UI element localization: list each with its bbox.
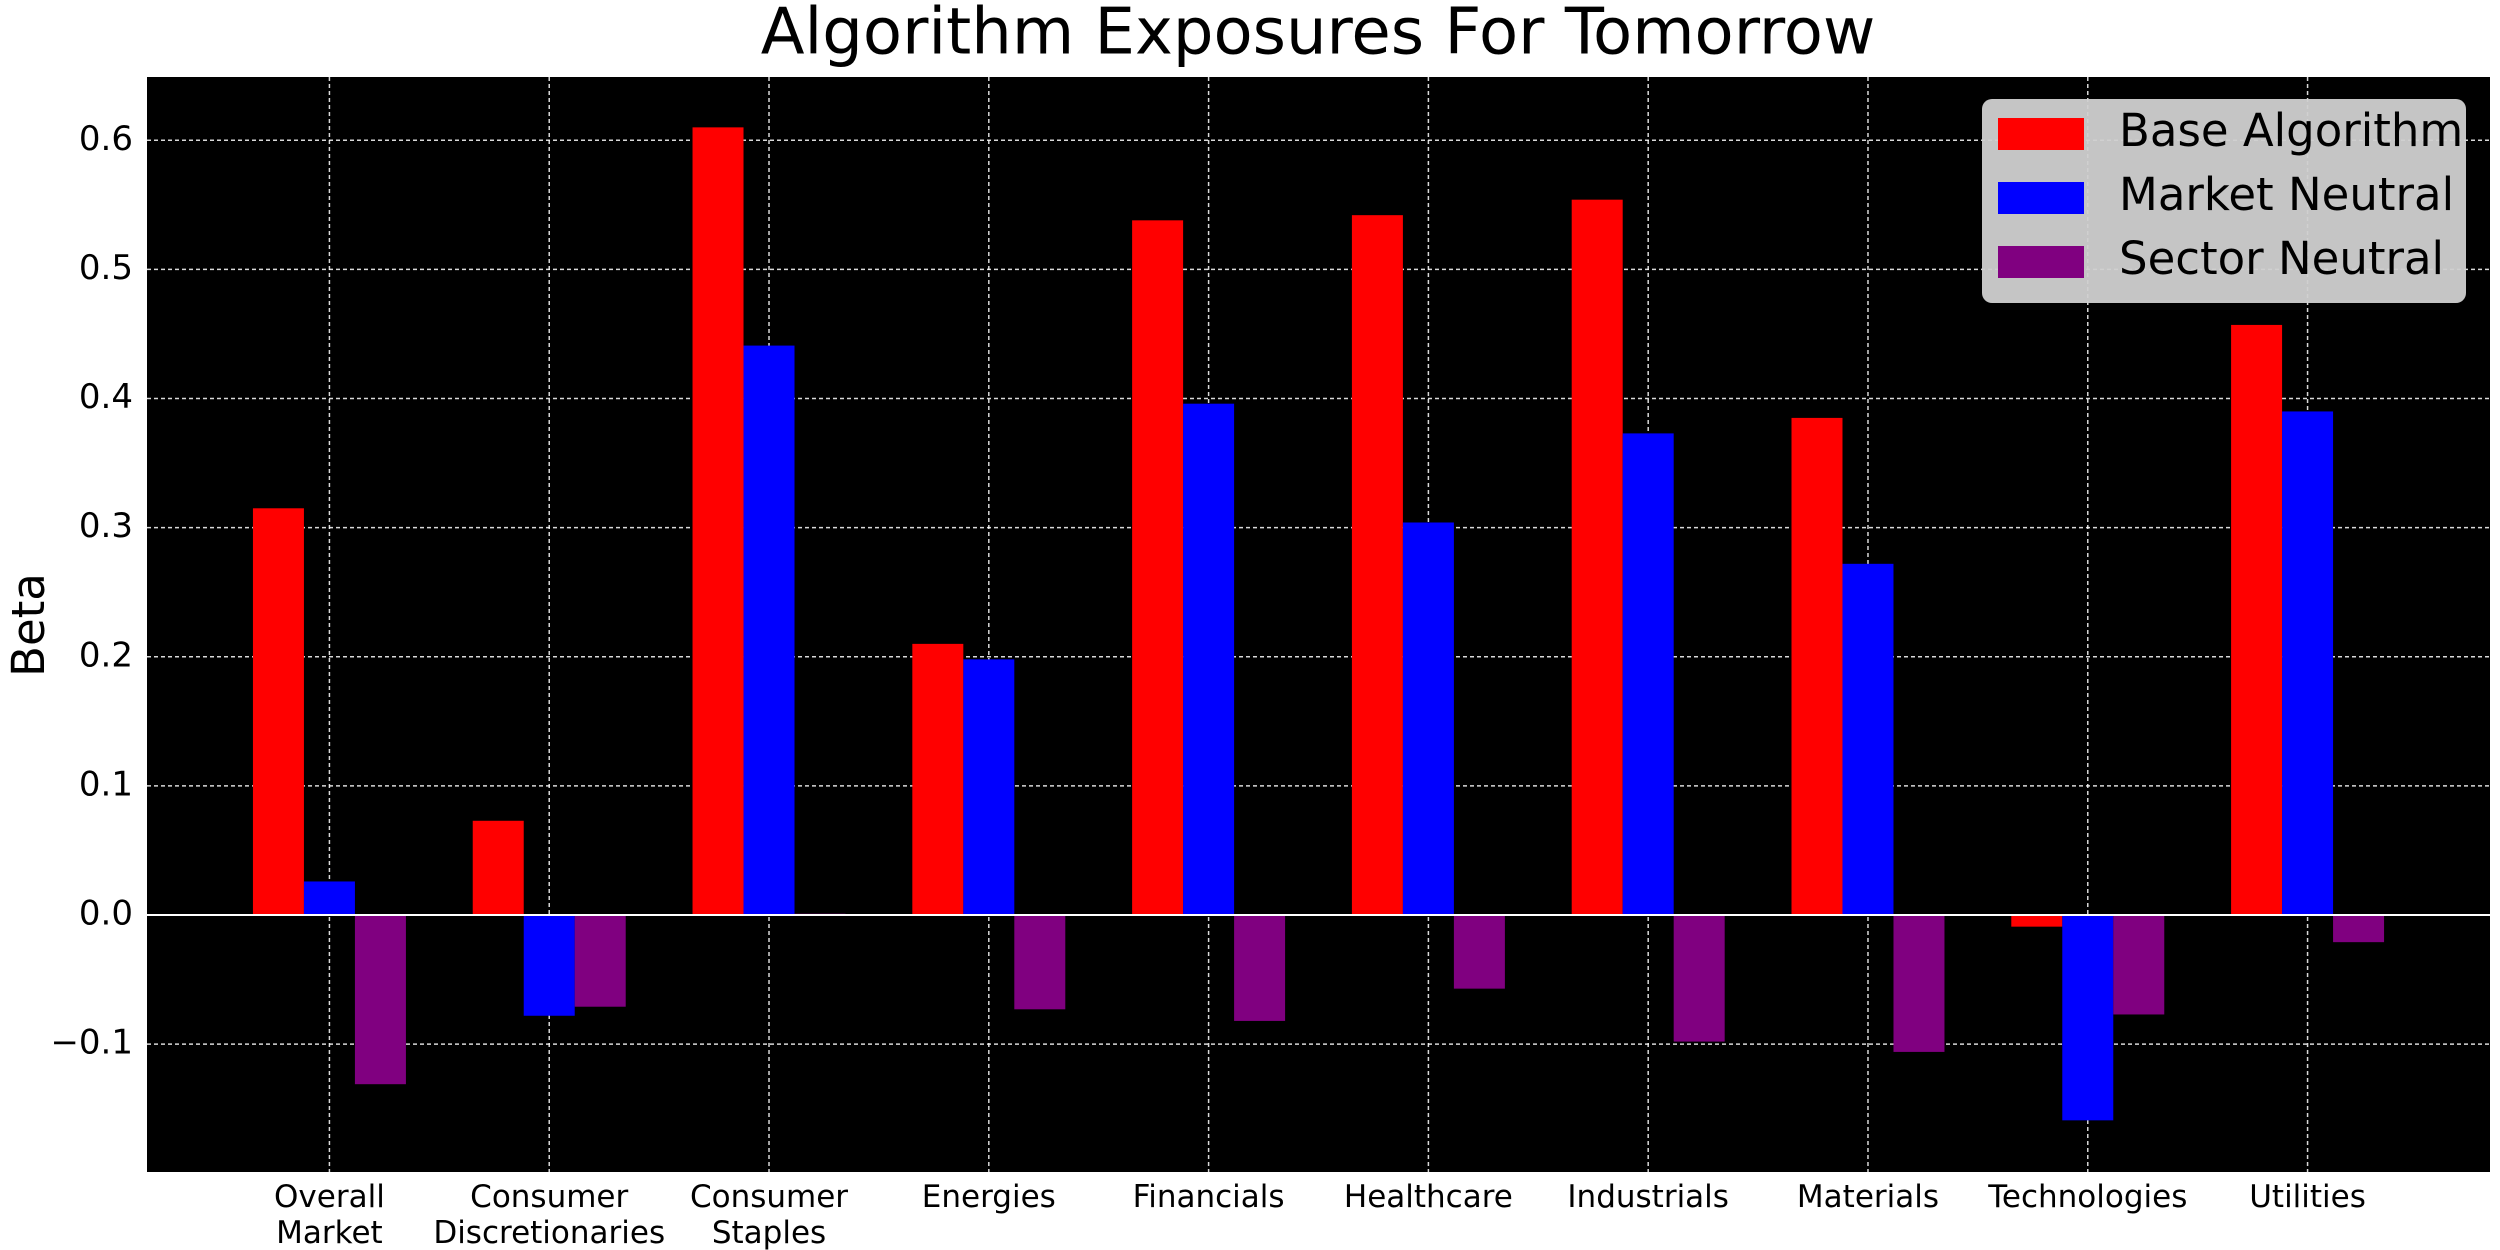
x-tick-label: Consumer Discretionaries xyxy=(433,1179,665,1250)
x-tick-label: Energies xyxy=(922,1179,1056,1215)
bar xyxy=(1893,915,1945,1052)
x-tick-label-line: Industrials xyxy=(1567,1179,1729,1215)
bar xyxy=(303,881,355,916)
x-tick-label-line: Discretionaries xyxy=(433,1215,665,1250)
x-tick-label-line: Market xyxy=(276,1215,383,1250)
y-tick-label: 0.3 xyxy=(79,506,133,546)
legend-swatch xyxy=(1998,118,2084,150)
y-tick-label: 0.5 xyxy=(79,248,133,288)
x-tick-label: Financials xyxy=(1133,1179,1285,1215)
bar xyxy=(354,915,406,1085)
x-tick-label: Healthcare xyxy=(1344,1179,1513,1215)
bar xyxy=(472,820,524,916)
bar xyxy=(2062,915,2114,1121)
x-tick-label-line: Healthcare xyxy=(1344,1179,1513,1215)
bar xyxy=(743,345,795,916)
x-tick-label-line: Energies xyxy=(922,1179,1056,1215)
bar xyxy=(523,915,575,1016)
x-tick-label-line: Consumer xyxy=(470,1179,628,1215)
y-tick-label: 0.1 xyxy=(79,764,133,804)
bar xyxy=(692,127,744,916)
bar xyxy=(1234,915,1286,1021)
x-tick-label-line: Consumer xyxy=(690,1179,848,1215)
y-tick-label: 0.6 xyxy=(79,119,133,159)
bar xyxy=(1402,522,1454,916)
bar xyxy=(1622,433,1674,916)
bar xyxy=(2113,915,2165,1015)
bar xyxy=(1351,215,1403,916)
x-tick-label: Materials xyxy=(1797,1179,1939,1215)
bar xyxy=(252,508,304,916)
y-tick-label: −0.1 xyxy=(50,1023,133,1063)
bar xyxy=(1571,199,1623,916)
y-tick-label: 0.0 xyxy=(79,894,133,934)
x-tick-label: Technologies xyxy=(1987,1179,2187,1215)
x-tick-label-line: Overall xyxy=(274,1179,385,1215)
bar xyxy=(1453,915,1505,989)
legend-label: Base Algorithm xyxy=(2119,104,2463,157)
bar xyxy=(1014,915,1066,1010)
bar xyxy=(963,659,1015,916)
x-tick-label: Overall Market xyxy=(274,1179,385,1250)
x-tick-label: Utilities xyxy=(2249,1179,2366,1215)
x-tick-label-line: Utilities xyxy=(2249,1179,2366,1215)
bar xyxy=(912,643,964,916)
bar xyxy=(2282,411,2334,916)
y-tick-label: 0.2 xyxy=(79,635,133,675)
bar xyxy=(1791,417,1843,916)
y-axis-label: Beta xyxy=(2,573,55,677)
legend-swatch xyxy=(1998,182,2084,214)
legend-box xyxy=(1982,99,2466,303)
bar xyxy=(1842,563,1894,916)
x-tick-label-line: Staples xyxy=(712,1215,826,1250)
bar xyxy=(2333,915,2385,943)
y-tick-label: 0.4 xyxy=(79,377,133,417)
legend-swatch xyxy=(1998,246,2084,278)
bar xyxy=(1183,403,1235,916)
x-tick-label: Consumer Staples xyxy=(690,1179,848,1250)
bar xyxy=(2011,915,2063,927)
legend-label: Sector Neutral xyxy=(2119,232,2444,285)
bar xyxy=(1132,220,1184,916)
x-tick-label-line: Technologies xyxy=(1987,1179,2187,1215)
legend-label: Market Neutral xyxy=(2119,168,2454,221)
bar xyxy=(2231,324,2283,916)
x-tick-label: Industrials xyxy=(1567,1179,1729,1215)
x-tick-label-line: Financials xyxy=(1133,1179,1285,1215)
bar xyxy=(574,915,626,1007)
bar xyxy=(1673,915,1725,1042)
chart-title: Algorithm Exposures For Tomorrow xyxy=(761,0,1876,70)
x-tick-label-line: Materials xyxy=(1797,1179,1939,1215)
